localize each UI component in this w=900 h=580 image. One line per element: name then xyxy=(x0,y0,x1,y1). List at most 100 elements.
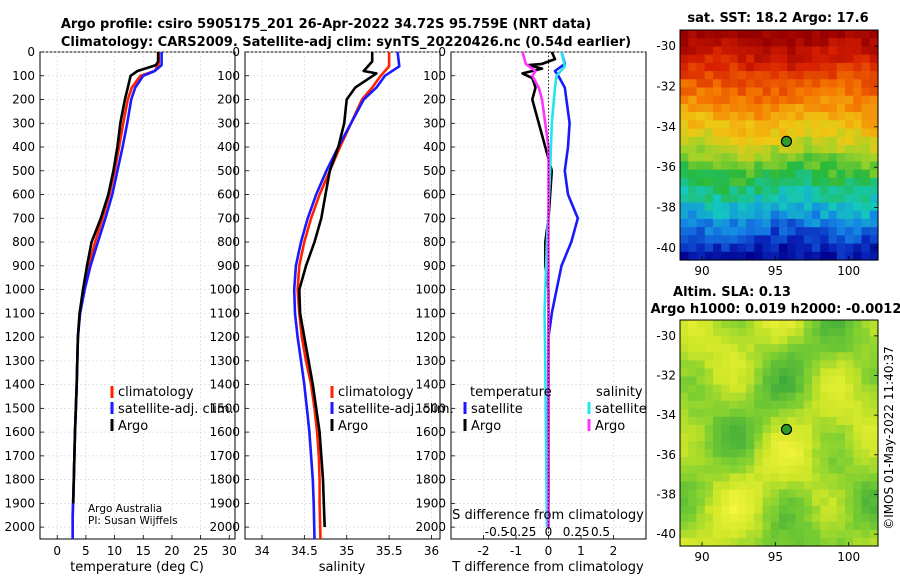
map-cell xyxy=(869,120,879,130)
map-cell xyxy=(713,344,722,353)
map-cell xyxy=(820,392,830,402)
map-cell xyxy=(704,392,714,402)
map-cell xyxy=(812,202,821,212)
map-cell xyxy=(812,497,821,507)
map-cell xyxy=(845,384,854,394)
map-cell xyxy=(713,243,722,253)
map-cell xyxy=(746,320,755,329)
map-cell xyxy=(803,368,813,378)
map-cell xyxy=(845,465,854,474)
map-cell xyxy=(812,489,821,499)
lat-tick-label: -40 xyxy=(656,527,676,541)
map-cell xyxy=(680,392,689,402)
map-cell xyxy=(861,62,871,72)
map-cell xyxy=(820,521,830,531)
map-cell xyxy=(688,400,698,410)
map-cell xyxy=(713,227,722,236)
map-cell xyxy=(853,194,863,204)
map-cell xyxy=(688,62,698,72)
map-cell xyxy=(820,424,830,434)
map-cell xyxy=(820,529,830,539)
map-cell xyxy=(721,186,731,195)
map-cell xyxy=(688,473,698,483)
map-cell xyxy=(845,169,854,179)
map-cell xyxy=(853,433,863,442)
map-cell xyxy=(845,112,854,121)
map-cell xyxy=(713,38,722,48)
legend-temperature-header: temperature xyxy=(470,385,552,400)
map-cell xyxy=(812,537,821,547)
map-cell xyxy=(680,529,689,539)
map-cell xyxy=(861,449,871,458)
map-cell xyxy=(861,251,871,261)
map-cell xyxy=(820,169,830,179)
map-cell xyxy=(696,416,706,426)
map-cell xyxy=(762,120,772,130)
map-cell xyxy=(861,505,871,515)
map-cell xyxy=(696,235,706,245)
map-cell xyxy=(820,235,830,245)
y-tick-label: 1700 xyxy=(4,449,35,463)
map-cell xyxy=(746,465,755,474)
map-cell xyxy=(680,441,689,450)
map-cell xyxy=(812,120,821,130)
map-cell xyxy=(713,368,722,378)
map-cell xyxy=(721,505,731,515)
map-cell xyxy=(795,145,805,154)
map-cell xyxy=(787,441,797,450)
map-cell xyxy=(680,46,689,56)
map-cell xyxy=(779,186,788,195)
x-tick-label: 35 xyxy=(339,544,354,558)
map-cell xyxy=(754,38,764,48)
map-cell xyxy=(803,194,813,204)
map-cell xyxy=(869,513,879,523)
map-cell xyxy=(812,328,821,337)
lat-tick-label: -30 xyxy=(656,39,676,53)
map-cell xyxy=(754,384,764,394)
map-cell xyxy=(795,433,805,442)
map-cell xyxy=(787,112,797,121)
map-cell xyxy=(729,145,739,154)
map-cell xyxy=(746,513,755,523)
map-cell xyxy=(812,384,821,394)
difference-xlabel: T difference from climatology xyxy=(451,560,644,575)
map-cell xyxy=(754,243,764,253)
map-cell xyxy=(795,202,805,212)
map-cell xyxy=(729,177,739,187)
map-cell xyxy=(770,153,780,163)
lat-tick-label: -32 xyxy=(656,79,676,93)
map-cell xyxy=(762,368,772,378)
map-cell xyxy=(853,481,863,491)
map-cell xyxy=(721,243,731,253)
map-cell xyxy=(721,161,731,171)
map-cell xyxy=(861,328,871,337)
map-cell xyxy=(680,87,689,97)
map-cell xyxy=(737,368,747,378)
map-cell xyxy=(853,112,863,121)
map-cell xyxy=(762,46,772,56)
map-cell xyxy=(820,38,830,48)
map-cell xyxy=(869,384,879,394)
map-cell xyxy=(853,457,863,466)
map-cell xyxy=(729,54,739,64)
map-cell xyxy=(795,497,805,507)
map-cell xyxy=(820,360,830,370)
map-cell xyxy=(770,384,780,394)
map-cell xyxy=(696,251,706,261)
map-cell xyxy=(836,153,846,163)
map-cell xyxy=(845,62,854,72)
y-tick-label: 1500 xyxy=(209,401,240,415)
map-cell xyxy=(853,79,863,89)
top-tick-label: 0.5 xyxy=(591,525,610,539)
map-cell xyxy=(770,87,780,97)
map-cell xyxy=(688,368,698,378)
map-cell xyxy=(688,513,698,523)
map-cell xyxy=(713,513,722,523)
map-cell xyxy=(869,30,879,39)
map-cell xyxy=(729,473,739,483)
map-cell xyxy=(812,521,821,531)
map-cell xyxy=(713,392,722,402)
map-cell xyxy=(812,46,821,56)
map-cell xyxy=(861,79,871,89)
map-cell xyxy=(737,161,747,171)
